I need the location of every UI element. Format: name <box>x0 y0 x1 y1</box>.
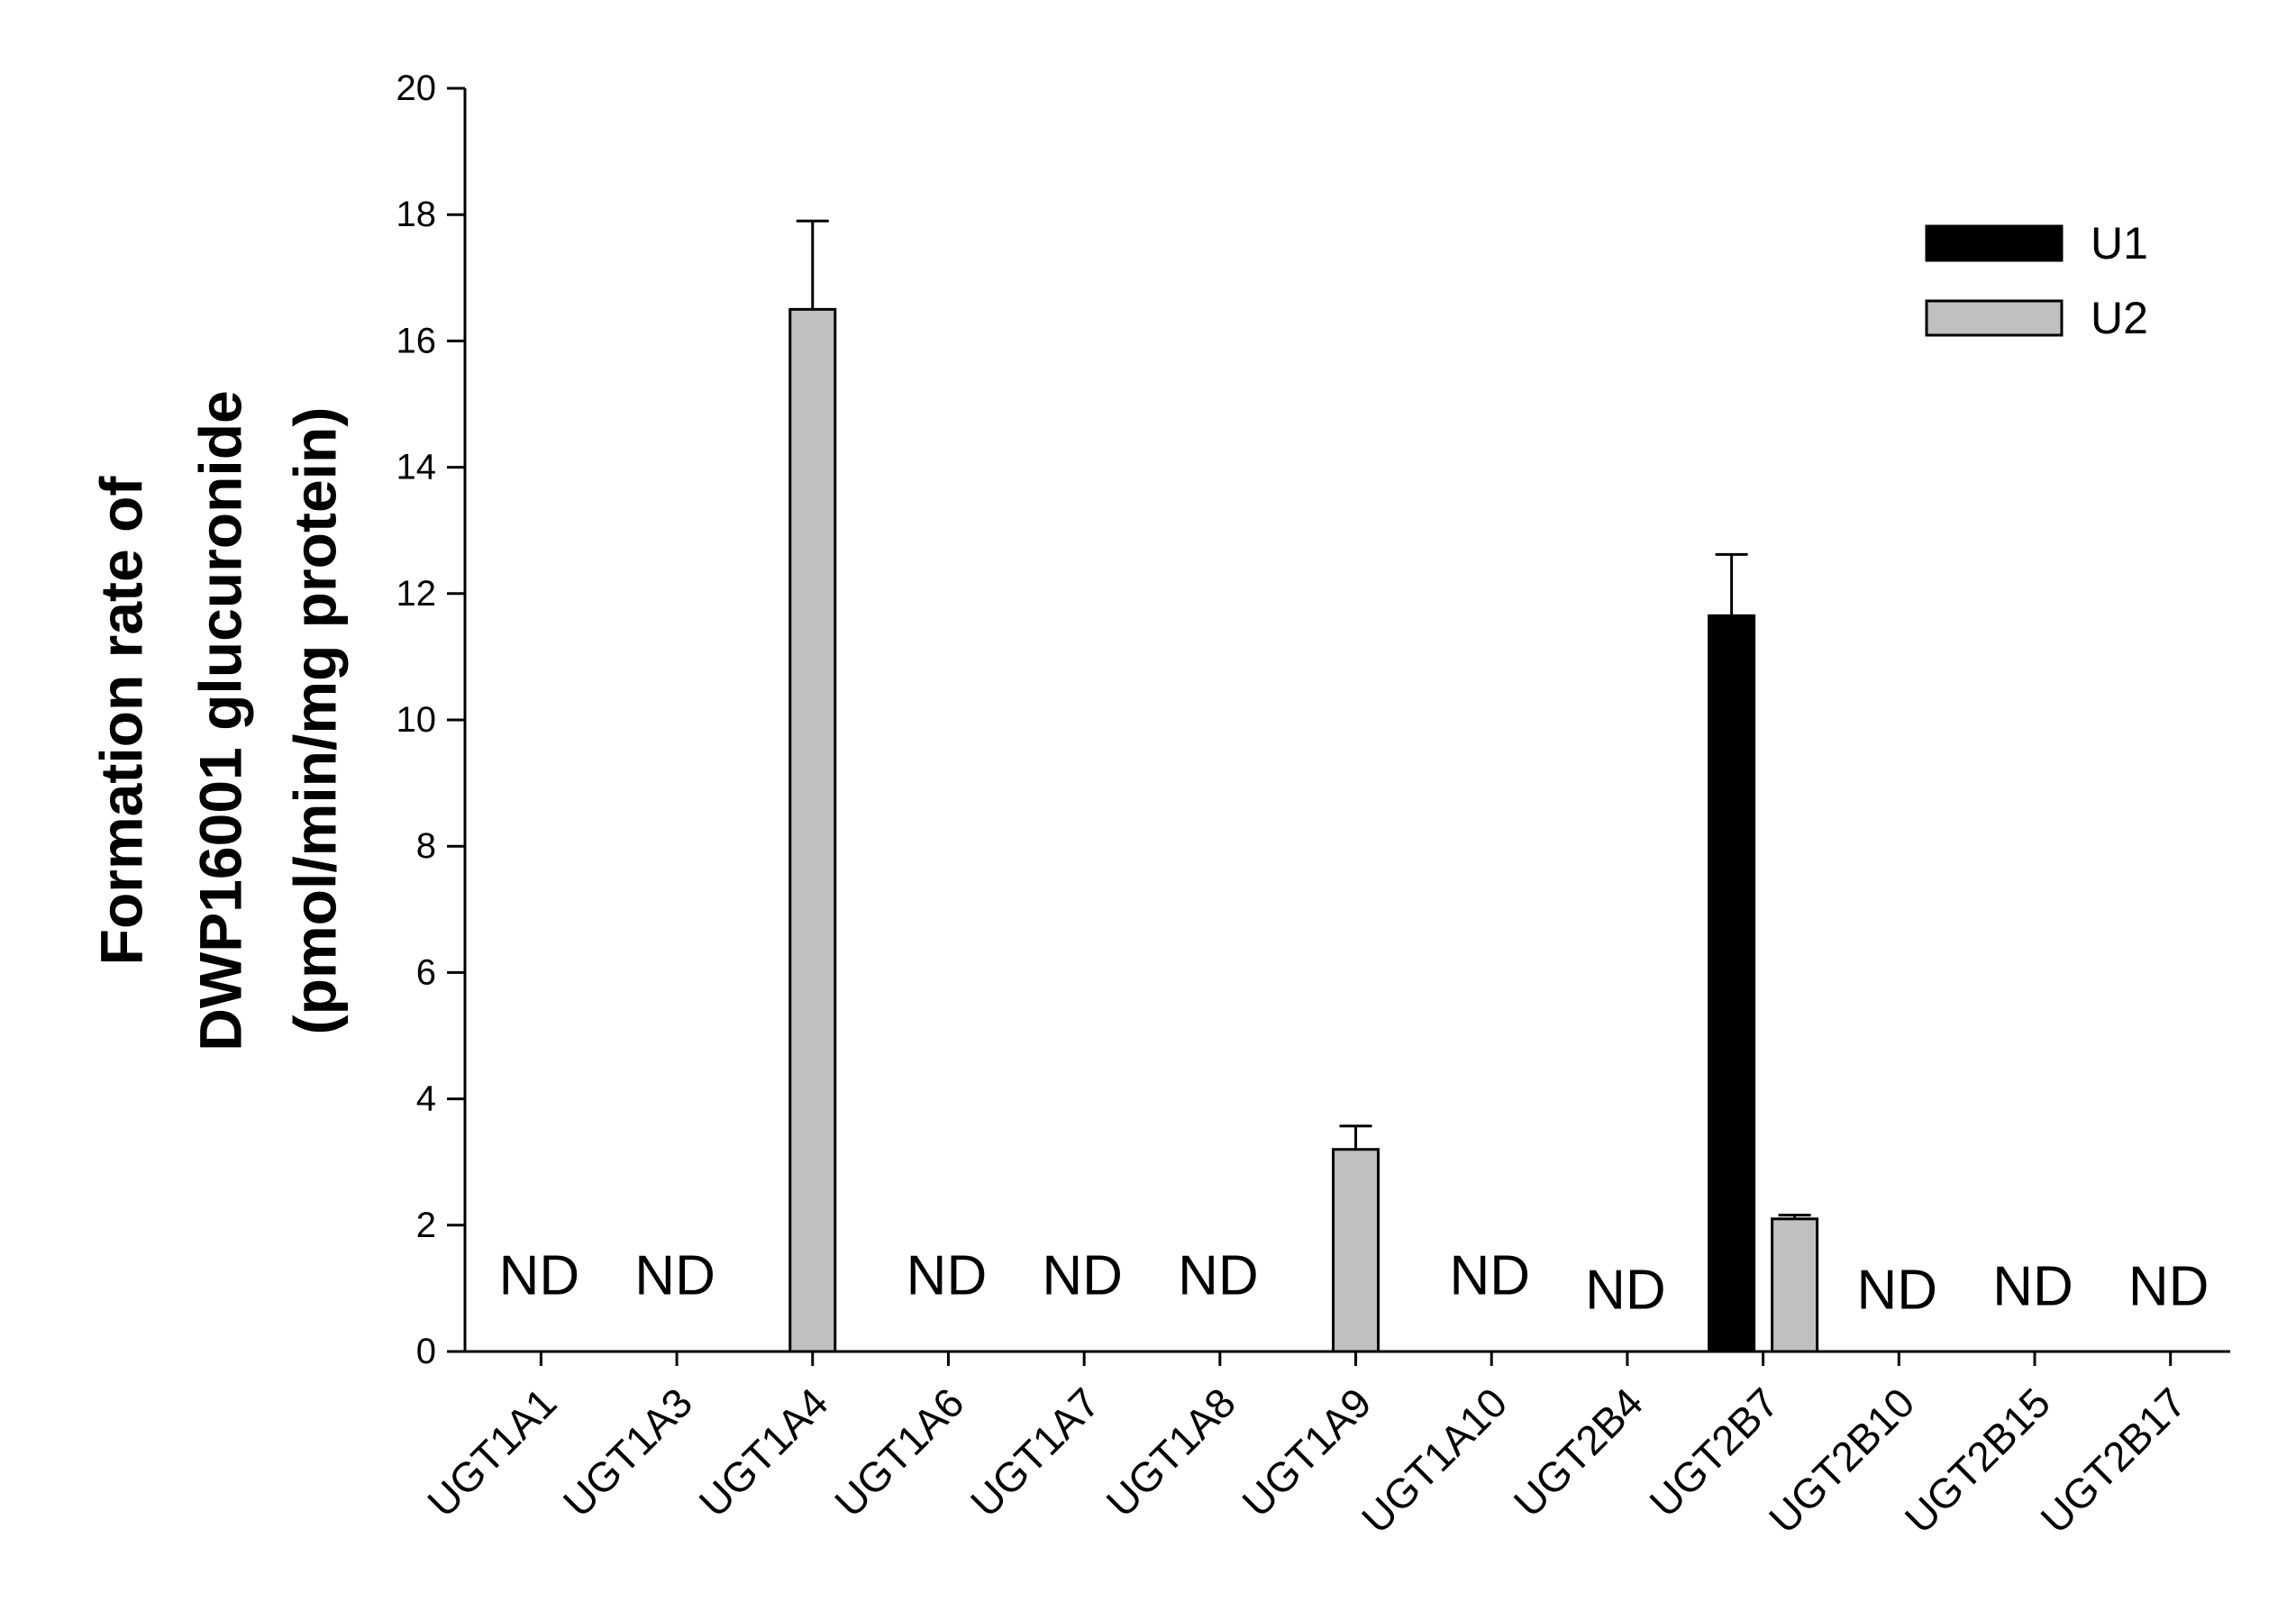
nd-label-UGT1A1: ND <box>499 1245 580 1307</box>
legend-label-U1: U1 <box>2091 218 2148 268</box>
y-tick-label: 16 <box>396 321 437 360</box>
y-axis: 0 2 4 6 8 10 12 14 16 18 20 <box>396 68 467 1371</box>
nd-label-UGT1A10: ND <box>1449 1245 1530 1307</box>
y-axis-label-line-1: Formation rate of <box>87 476 154 966</box>
y-tick-label: 0 <box>416 1332 436 1371</box>
x-tick-label: UGT2B15 <box>1896 1379 2059 1542</box>
x-tick-label: UGT2B10 <box>1760 1379 1923 1542</box>
y-axis-label-line-3: (pmol/min/mg protein) <box>281 407 348 1035</box>
y-tick-label: 12 <box>396 574 437 614</box>
nd-label-UGT2B17: ND <box>2128 1256 2209 1318</box>
nd-label-UGT1A3: ND <box>634 1245 715 1307</box>
y-tick-label: 4 <box>416 1079 436 1119</box>
nd-label-UGT1A8: ND <box>1178 1245 1259 1307</box>
y-tick-label: 6 <box>416 952 436 992</box>
nd-label-UGT2B15: ND <box>1992 1256 2073 1318</box>
x-tick-label: UGT1A7 <box>961 1379 1108 1525</box>
y-tick-label: 20 <box>396 68 437 108</box>
legend-swatch-U1 <box>1925 224 2064 262</box>
x-tick-label: UGT2B17 <box>2031 1379 2194 1542</box>
x-tick-label: UGT1A8 <box>1098 1379 1244 1525</box>
y-tick-label: 8 <box>416 826 436 866</box>
nd-label-UGT1A6: ND <box>907 1245 988 1307</box>
y-axis-label-line-2: DWP16001 glucuronide <box>187 390 253 1051</box>
nd-labels: ND ND ND ND ND ND ND ND ND ND <box>499 1245 2209 1322</box>
bar-U2-UGT2B7 <box>1771 1217 1819 1353</box>
y-tick-label: 18 <box>396 195 437 234</box>
y-tick-label: 10 <box>396 700 437 740</box>
x-tick-label: UGT2B4 <box>1505 1379 1652 1525</box>
x-tick-label: UGT1A1 <box>418 1379 565 1525</box>
bars <box>788 219 1819 1353</box>
legend-swatch-U2 <box>1925 299 2064 337</box>
bar-U2-UGT1A9 <box>1332 1148 1380 1353</box>
x-tick-label: UGT1A6 <box>825 1379 972 1525</box>
nd-label-UGT1A7: ND <box>1042 1245 1123 1307</box>
bar-U2-UGT1A4 <box>788 307 837 1353</box>
x-tick-label: UGT1A4 <box>690 1379 837 1525</box>
y-tick-label: 2 <box>416 1206 436 1245</box>
nd-label-UGT2B4: ND <box>1585 1260 1666 1322</box>
legend: U1 U2 <box>1925 218 2148 343</box>
x-tick-label: UGT1A3 <box>554 1379 701 1525</box>
x-tick-label: UGT1A10 <box>1353 1379 1516 1542</box>
y-axis-label: Formation rate of DWP16001 glucuronide (pm… <box>87 390 348 1051</box>
y-tick-label: 14 <box>396 448 437 487</box>
bar-U1-UGT2B7 <box>1708 614 1756 1353</box>
nd-label-UGT2B10: ND <box>1857 1260 1938 1322</box>
legend-label-U2: U2 <box>2091 293 2148 343</box>
